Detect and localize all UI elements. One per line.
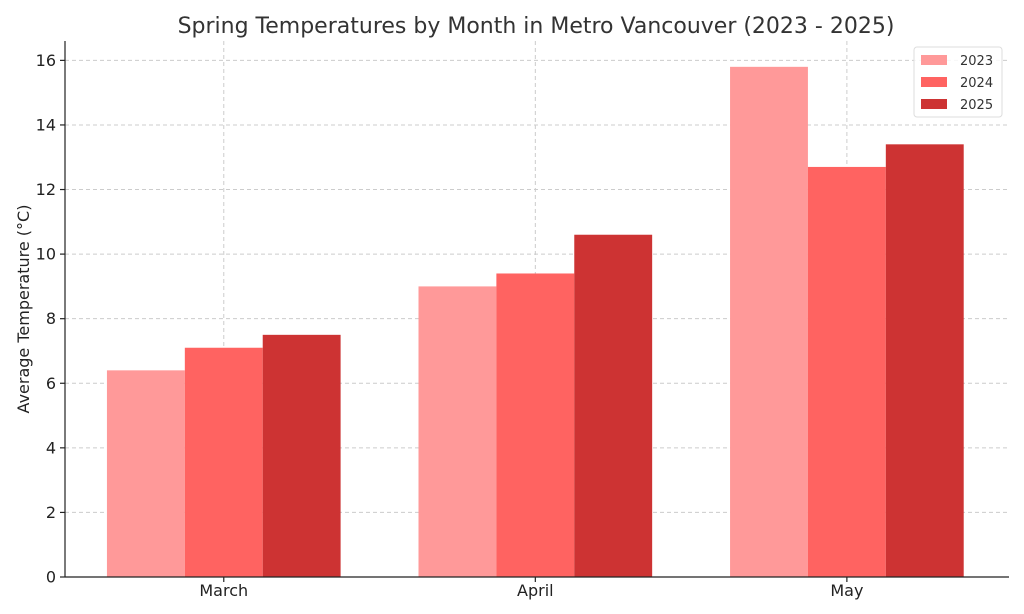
y-tick-label: 8 [46, 309, 56, 328]
bar-2025-march [262, 334, 341, 577]
bar-2025-may [885, 144, 964, 577]
x-tick-label: March [199, 581, 248, 600]
y-tick-label: 0 [46, 568, 56, 587]
legend-swatch-2023 [921, 55, 947, 65]
bars [106, 66, 964, 578]
legend-label: 2024 [960, 76, 993, 91]
legend: 2023 2024 2025 [913, 46, 1003, 118]
y-tick-label: 6 [46, 374, 56, 393]
y-tick-label: 16 [36, 51, 56, 70]
x-tick-label: May [830, 581, 863, 600]
legend-swatch-2025 [921, 99, 947, 109]
legend-swatch-2024 [921, 77, 947, 87]
y-tick-label: 14 [36, 115, 56, 134]
x-tick-label: April [517, 581, 554, 600]
bar-2024-may [807, 166, 886, 577]
bar-2023-march [106, 370, 185, 577]
tick-labels: 0 2 4 6 8 10 12 14 16 March April May [36, 51, 864, 600]
y-tick-label: 2 [46, 503, 56, 522]
legend-label: 2025 [960, 98, 993, 113]
bar-2024-march [184, 347, 263, 577]
y-axis-label: Average Temperature (°C) [14, 205, 33, 414]
y-tick-label: 12 [36, 180, 56, 199]
bar-2023-may [730, 66, 808, 577]
y-tick-label: 10 [36, 245, 56, 264]
y-tick-label: 4 [46, 438, 56, 457]
bar-2023-april [418, 286, 497, 577]
legend-label: 2023 [960, 54, 993, 69]
bar-2024-april [496, 273, 575, 577]
bar-2025-april [574, 234, 653, 578]
axes [60, 41, 1009, 582]
chart-title: Spring Temperatures by Month in Metro Va… [178, 14, 895, 39]
